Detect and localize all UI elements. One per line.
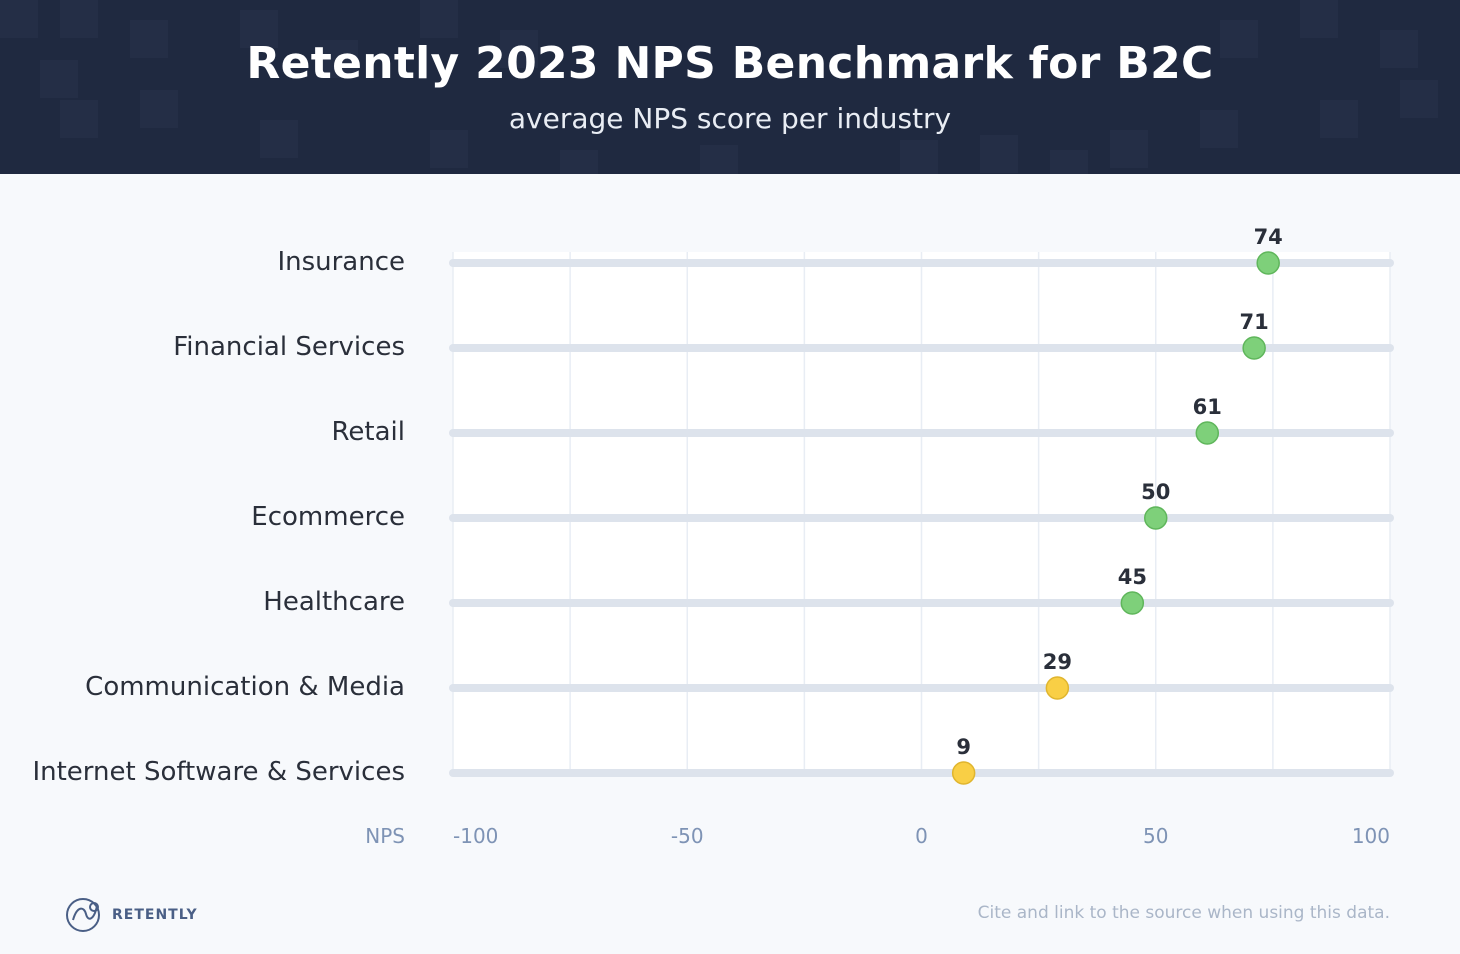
nps-dot-chart: Insurance 74 Financial Services 71 Retail 61 E… <box>32 225 1394 848</box>
category-label: Internet Software & Services <box>32 757 405 787</box>
category-label: Insurance <box>277 247 405 277</box>
x-tick-label: 0 <box>915 824 928 848</box>
category-label: Financial Services <box>173 332 405 362</box>
x-tick-label: -50 <box>671 824 704 848</box>
data-point <box>1120 591 1145 615</box>
value-label: 74 <box>1254 225 1283 249</box>
value-label: 45 <box>1118 565 1147 589</box>
value-label: 9 <box>956 735 971 759</box>
value-label: 61 <box>1193 395 1222 419</box>
header-pattern <box>0 0 1460 174</box>
data-point <box>1195 421 1220 445</box>
retently-logo: RETENTLY <box>64 896 198 934</box>
x-tick-label: -100 <box>453 824 498 848</box>
data-point <box>1256 251 1280 275</box>
header-banner: Retently 2023 NPS Benchmark for B2C aver… <box>0 0 1460 174</box>
retently-logo-icon <box>66 898 100 932</box>
value-label: 50 <box>1141 480 1170 504</box>
chart-title: Retently 2023 NPS Benchmark for B2C <box>246 38 1214 89</box>
x-tick-label: 100 <box>1352 824 1390 848</box>
value-label: 71 <box>1240 310 1269 334</box>
category-label: Healthcare <box>263 587 405 617</box>
brand-name: RETENTLY <box>112 907 198 923</box>
data-point <box>1045 676 1070 700</box>
data-point <box>1242 336 1266 360</box>
category-label: Communication & Media <box>85 672 405 702</box>
category-label: Ecommerce <box>251 502 405 532</box>
x-axis-label: NPS <box>365 824 405 848</box>
data-point <box>951 761 976 785</box>
category-label: Retail <box>332 417 405 447</box>
x-tick-label: 50 <box>1143 824 1168 848</box>
value-label: 29 <box>1043 650 1072 674</box>
chart-subtitle: average NPS score per industry <box>508 102 952 135</box>
citation-note: Cite and link to the source when using t… <box>977 903 1390 923</box>
data-point <box>1144 506 1168 530</box>
